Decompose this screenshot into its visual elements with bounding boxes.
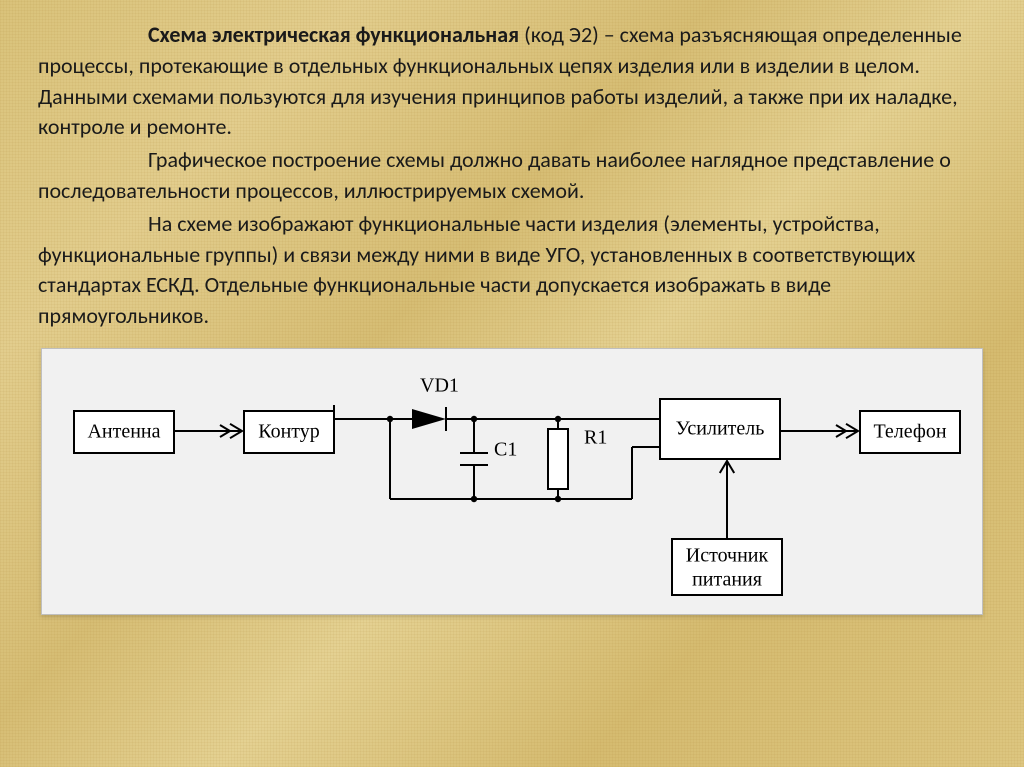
paragraph-3: На схеме изображают функциональные части… bbox=[38, 209, 996, 332]
svg-text:Антенна: Антенна bbox=[87, 421, 160, 443]
svg-text:VD1: VD1 bbox=[420, 375, 459, 397]
paragraph-1: Схема электрическая функциональная (код … bbox=[38, 20, 996, 143]
svg-text:Телефон: Телефон bbox=[873, 421, 946, 443]
svg-text:C1: C1 bbox=[494, 439, 517, 461]
svg-text:Источник: Источник bbox=[686, 545, 769, 567]
description-text: Схема электрическая функциональная (код … bbox=[0, 0, 1024, 332]
bold-title: Схема электрическая функциональная bbox=[148, 21, 519, 48]
svg-text:Контур: Контур bbox=[258, 421, 320, 443]
paragraph-2: Графическое построение схемы должно дава… bbox=[38, 145, 996, 207]
svg-text:питания: питания bbox=[692, 569, 762, 591]
svg-text:Усилитель: Усилитель bbox=[676, 418, 765, 440]
svg-text:R1: R1 bbox=[584, 427, 607, 449]
functional-diagram: Антенна Контур Усилитель Телефон Источникпит… bbox=[41, 348, 983, 615]
